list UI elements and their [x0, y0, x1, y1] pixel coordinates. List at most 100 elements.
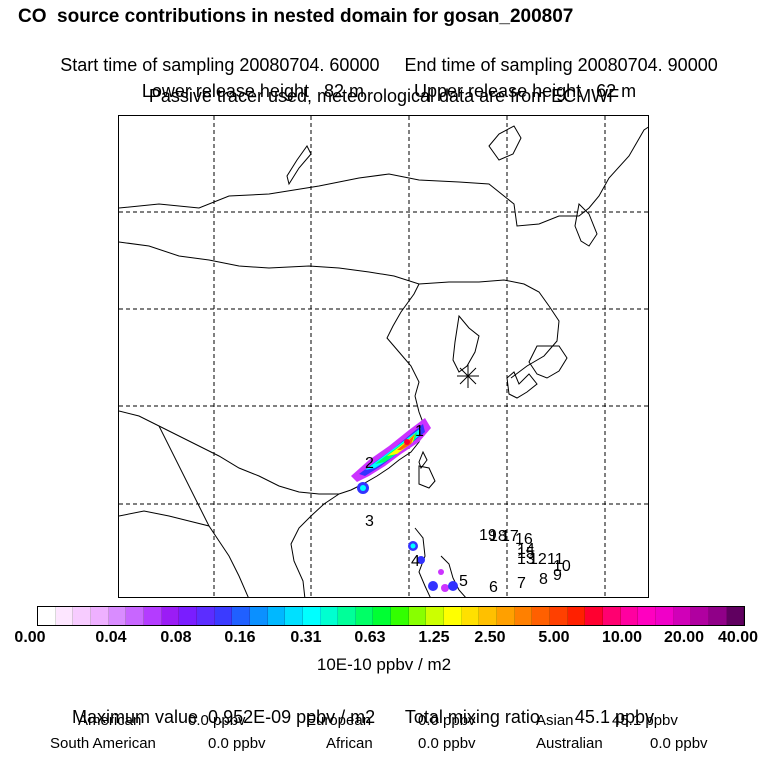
tracer-note: Passive tracer used, meteorological data…: [148, 86, 620, 106]
colorbar-cell: [161, 607, 180, 625]
colorbar-cell: [726, 607, 745, 625]
european-value: 0.0 ppbv: [418, 712, 476, 729]
colorbar-cell: [655, 607, 674, 625]
trajectory-label: 2: [365, 455, 374, 472]
colorbar-cell: [126, 607, 144, 625]
trajectory-label: 19: [479, 527, 497, 544]
african-value: 0.0 ppbv: [418, 735, 476, 752]
american-value: 0.0 ppbv: [188, 712, 246, 729]
max-value: Maximum value 0.952E-09 ppbv / m2: [72, 707, 376, 727]
colorbar-cell: [461, 607, 480, 625]
colorbar-cell: [479, 607, 498, 625]
start-time: Start time of sampling 20080704. 60000: [60, 55, 380, 75]
colorbar-cell: [603, 607, 621, 625]
trajectory-label: 15: [517, 545, 535, 562]
colorbar-tick: 2.50: [474, 629, 506, 646]
trajectory-label: 10: [553, 558, 571, 575]
south-american-value: 0.0 ppbv: [208, 735, 266, 752]
upper-release-height: Upper release height 62 m: [414, 81, 637, 101]
colorbar-cell: [179, 607, 197, 625]
colorbar-cell: [285, 607, 303, 625]
trajectory-label: 11: [547, 551, 564, 568]
colorbar-tick: 20.00: [663, 629, 705, 646]
colorbar-cell: [585, 607, 603, 625]
asian-label: Asian: [536, 712, 574, 729]
colorbar-cell: [232, 607, 250, 625]
colorbar-tick: 0.63: [354, 629, 386, 646]
colorbar-cell: [143, 607, 162, 625]
colorbar-cell: [497, 607, 515, 625]
colorbar-cell: [408, 607, 427, 625]
colorbar-cell: [73, 607, 91, 625]
trajectory-label: 5: [459, 573, 468, 590]
colorbar-cell: [355, 607, 374, 625]
end-time: End time of sampling 20080704. 90000: [404, 55, 718, 75]
trajectory-label: 7: [517, 575, 526, 592]
colorbar-tick: 1.25: [418, 629, 450, 646]
trajectory-label: 14: [517, 541, 535, 558]
lower-release-height: Lower release height 82 m: [141, 81, 364, 101]
trajectory-label: 3: [365, 513, 374, 530]
colorbar-cell: [214, 607, 233, 625]
african-label: African: [326, 735, 373, 752]
colorbar-cell: [90, 607, 109, 625]
colorbar-tick: 0.31: [290, 629, 322, 646]
coastlines: [119, 125, 648, 597]
colorbar-cell: [514, 607, 533, 625]
colorbar-cell: [550, 607, 568, 625]
trajectory-label: 18: [489, 528, 507, 545]
colorbar-cell: [320, 607, 339, 625]
trajectory-label: 9: [553, 567, 562, 584]
colorbar-cell: [620, 607, 639, 625]
american-label: American: [78, 712, 142, 729]
colorbar-tick: 0.04: [95, 629, 127, 646]
asian-value: 45.1 ppbv: [612, 712, 678, 729]
colorbar-cell: [708, 607, 727, 625]
colorbar-cell: [249, 607, 268, 625]
trajectory-label: 4: [411, 553, 420, 570]
colorbar-cell: [673, 607, 692, 625]
colorbar-cell: [426, 607, 445, 625]
trajectory-label: 12: [529, 551, 547, 568]
colorbar-tick: 5.00: [538, 629, 570, 646]
colorbar: [37, 606, 745, 626]
australian-value: 0.0 ppbv: [650, 735, 708, 752]
trajectory-label: 6: [489, 579, 498, 596]
colorbar-cell: [55, 607, 74, 625]
colorbar-cell: [638, 607, 656, 625]
map-canvas: [119, 116, 648, 597]
colorbar-cell: [567, 607, 586, 625]
colorbar-cell: [38, 607, 56, 625]
colorbar-cell: [267, 607, 286, 625]
total-mixing-ratio: Total mixing ratio 45.1 ppbv: [404, 707, 654, 727]
colorbar-units: 10E-10 ppbv / m2: [316, 655, 452, 674]
graticule: [119, 116, 648, 597]
map-panel: 1 2 3 4 5 6 7 8 9 10 11 12 13 14 15 16 1…: [118, 115, 649, 598]
summary-max-row: Maximum value 0.952E-09 ppbv / m2 Total …: [62, 686, 654, 728]
colorbar-tick: 0.16: [224, 629, 256, 646]
colorbar-cell: [532, 607, 551, 625]
colorbar-tick: 0.00: [14, 629, 46, 646]
colorbar-cell: [108, 607, 127, 625]
colorbar-tick: 40.00: [717, 629, 759, 646]
release-heights: Lower release height 82 m Upper release …: [0, 60, 768, 102]
colorbar-cell: [338, 607, 356, 625]
colorbar-tick: 0.08: [160, 629, 192, 646]
colorbar-cell: [302, 607, 321, 625]
trajectory-label: 1: [415, 423, 424, 440]
gosan-station-asterisk: [457, 364, 479, 388]
colorbar-cell: [391, 607, 409, 625]
trajectory-label: 8: [539, 571, 548, 588]
trajectory-label: 16: [515, 531, 533, 548]
colorbar-tick: 10.00: [601, 629, 643, 646]
co-plume: [351, 418, 458, 592]
trajectory-label: 17: [501, 528, 519, 545]
australian-label: Australian: [536, 735, 603, 752]
south-american-label: South American: [50, 735, 156, 752]
sampling-times: Start time of sampling 20080704. 60000 E…: [0, 34, 768, 76]
colorbar-cell: [444, 607, 462, 625]
trajectory-label: 13: [517, 551, 535, 568]
plot-title: CO source contributions in nested domain…: [18, 6, 574, 27]
colorbar-cell: [373, 607, 392, 625]
colorbar-cell: [691, 607, 709, 625]
